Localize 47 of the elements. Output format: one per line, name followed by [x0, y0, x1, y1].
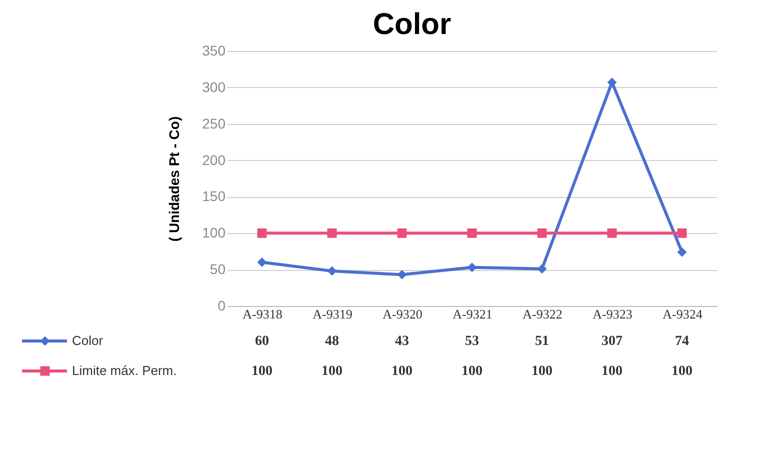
data-label: 100	[322, 364, 342, 379]
y-tick-label: 200	[202, 152, 226, 168]
chart-title: Color	[372, 8, 452, 41]
point	[467, 262, 477, 272]
point	[327, 228, 337, 238]
x-tick-label: A-9322	[522, 306, 562, 322]
x-tick-label: A-9321	[452, 306, 492, 322]
y-tick-label: 100	[202, 224, 226, 241]
point	[677, 228, 687, 238]
point	[467, 228, 477, 238]
y-tick-label: 250	[202, 115, 226, 132]
point	[537, 228, 547, 238]
data-label: 100	[252, 364, 272, 379]
legend-label: Color	[72, 333, 104, 348]
point	[327, 266, 337, 276]
x-tick-label: A-9324	[662, 306, 703, 322]
data-label: 53	[465, 334, 479, 349]
point	[537, 264, 547, 274]
data-label: 100	[532, 364, 552, 379]
data-label: 74	[675, 334, 689, 349]
y-tick-label: 300	[202, 78, 226, 95]
y-axis-title: ( Unidades Pt - Co)	[166, 116, 182, 242]
x-tick-label: A-9318	[242, 306, 282, 322]
data-label: 307	[602, 334, 622, 349]
data-label: 43	[395, 334, 409, 349]
legend-label: Limite máx. Perm.	[72, 363, 177, 378]
y-tick-label: 0	[218, 298, 226, 314]
point	[257, 228, 267, 238]
point	[397, 228, 407, 238]
x-tick-label: A-9319	[312, 306, 352, 322]
point	[607, 78, 617, 88]
point	[607, 228, 617, 238]
data-label: 100	[672, 364, 692, 379]
data-label: 100	[462, 364, 482, 379]
x-tick-label: A-9320	[382, 306, 422, 322]
x-tick-label: A-9323	[592, 306, 632, 322]
data-label: 100	[392, 364, 412, 379]
data-label: 60	[255, 334, 269, 349]
y-tick-label: 150	[202, 188, 226, 204]
point	[257, 258, 267, 268]
y-tick-label: 50	[210, 261, 226, 278]
data-label: 48	[325, 334, 339, 349]
y-tick-label: 350	[202, 42, 226, 58]
point	[677, 247, 687, 257]
data-label: 100	[602, 364, 622, 379]
point	[397, 270, 407, 280]
data-label: 51	[535, 334, 549, 349]
